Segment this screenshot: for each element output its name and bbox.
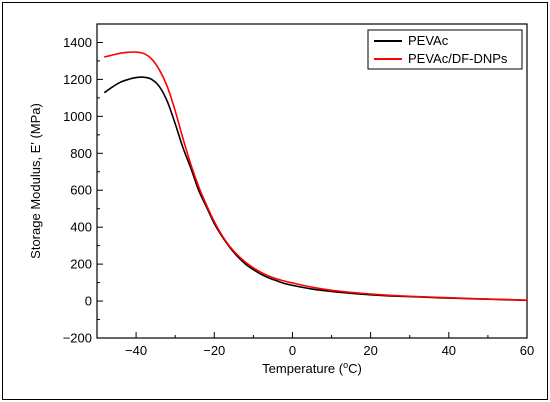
x-axis-ticks: −40 −20 0 20 40 60 <box>96 332 534 358</box>
x-tick-label: 60 <box>520 343 534 358</box>
y-tick-label: 1000 <box>63 109 92 124</box>
y-tick-label: 600 <box>70 183 92 198</box>
y-tick-label: 800 <box>70 146 92 161</box>
legend-box <box>367 29 523 70</box>
plot-area <box>96 23 528 339</box>
x-tick-label: 40 <box>442 343 456 358</box>
x-tick-label: 0 <box>289 343 296 358</box>
legend-label-pevac-df-dnps: PEVAc/DF-DNPs <box>408 51 508 66</box>
y-tick-label: 0 <box>85 294 92 309</box>
y-axis-title: Storage Modulus, E' (MPa) <box>28 103 43 259</box>
y-tick-label: 400 <box>70 220 92 235</box>
x-tick-label: −40 <box>125 343 147 358</box>
y-tick-label: 1400 <box>63 35 92 50</box>
x-axis-title: Temperature (oC) <box>262 360 362 376</box>
x-tick-label: 20 <box>363 343 377 358</box>
series-line-pevac-df-dnps <box>104 51 528 301</box>
y-tick-label: 1200 <box>63 72 92 87</box>
legend-label-pevac: PEVAc <box>408 33 449 48</box>
y-tick-label: 200 <box>70 257 92 272</box>
series-layer <box>104 51 528 302</box>
x-tick-label: −20 <box>203 343 225 358</box>
legend: PEVAc PEVAc/DF-DNPs <box>367 29 523 70</box>
y-axis-ticks: −200 0 200 400 600 800 1000 1200 1400 <box>63 23 103 346</box>
y-tick-label: −200 <box>63 331 92 346</box>
